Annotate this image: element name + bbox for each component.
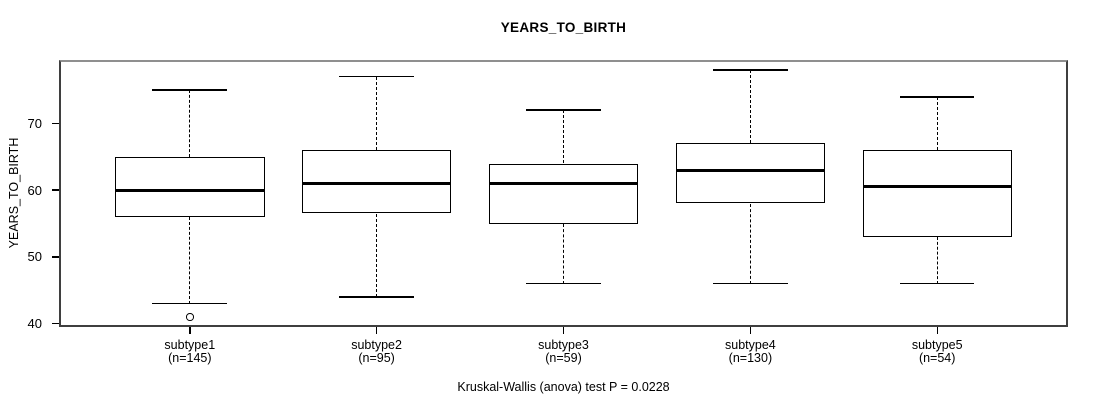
median-line <box>115 188 265 192</box>
upper-whisker-line <box>936 96 938 151</box>
median-line <box>675 168 826 172</box>
upper-whisker-cap <box>526 109 601 111</box>
category-name: subtype4 <box>725 338 776 352</box>
stat-test-caption: Kruskal-Wallis (anova) test P = 0.0228 <box>457 380 670 394</box>
x-tick-line <box>375 327 378 334</box>
x-tick-label: subtype4 (n=130) <box>680 339 820 365</box>
category-sample-size: (n=59) <box>545 351 582 365</box>
x-tick-label: subtype5 (n=54) <box>867 339 1007 365</box>
y-tick-line <box>52 122 59 125</box>
x-tick-label: subtype2 (n=95) <box>307 339 447 365</box>
x-tick-line <box>562 327 565 334</box>
x-tick-line <box>189 327 191 334</box>
lower-whisker-cap <box>713 282 788 285</box>
y-tick-label: 70 <box>27 115 42 131</box>
upper-whisker-line <box>562 110 564 164</box>
category-name: subtype2 <box>351 338 402 352</box>
iqr-box <box>675 143 826 204</box>
lower-whisker-cap <box>152 302 228 305</box>
upper-whisker-cap <box>899 96 975 98</box>
lower-whisker-cap <box>526 282 601 285</box>
upper-whisker-cap <box>152 89 228 91</box>
y-tick-line <box>52 189 59 191</box>
outlier-point <box>186 313 194 321</box>
median-line <box>488 182 639 185</box>
iqr-box <box>488 163 639 224</box>
median-line <box>862 185 1012 189</box>
x-tick-label: subtype3 (n=59) <box>494 339 634 365</box>
lower-whisker-line <box>562 223 564 284</box>
y-tick-line <box>52 322 59 325</box>
category-name: subtype1 <box>164 338 216 352</box>
category-name: subtype5 <box>911 338 963 352</box>
upper-whisker-cap <box>713 69 788 71</box>
category-sample-size: (n=145) <box>168 351 212 365</box>
lower-whisker-cap <box>339 296 414 298</box>
category-sample-size: (n=130) <box>728 351 773 365</box>
upper-whisker-line <box>749 70 751 144</box>
x-tick-line <box>749 327 752 334</box>
category-sample-size: (n=54) <box>918 351 956 365</box>
y-tick-line <box>52 256 59 258</box>
category-name: subtype3 <box>538 338 589 352</box>
upper-whisker-line <box>375 76 377 151</box>
x-tick-label: subtype1 (n=145) <box>120 339 260 365</box>
y-tick-label: 50 <box>27 249 42 265</box>
y-tick-label: 40 <box>27 316 42 332</box>
upper-whisker-line <box>189 90 190 157</box>
category-sample-size: (n=95) <box>358 351 395 365</box>
iqr-box <box>115 156 265 217</box>
y-tick-label: 60 <box>27 182 42 198</box>
x-tick-line <box>936 327 938 334</box>
iqr-box <box>301 150 452 214</box>
chart-title: YEARS_TO_BIRTH <box>500 20 627 35</box>
lower-whisker-line <box>749 203 751 284</box>
median-line <box>301 182 452 185</box>
lower-whisker-line <box>189 216 190 304</box>
lower-whisker-line <box>375 213 377 297</box>
lower-whisker-cap <box>899 282 975 285</box>
iqr-box <box>862 150 1012 237</box>
lower-whisker-line <box>936 236 938 284</box>
upper-whisker-cap <box>339 75 414 78</box>
